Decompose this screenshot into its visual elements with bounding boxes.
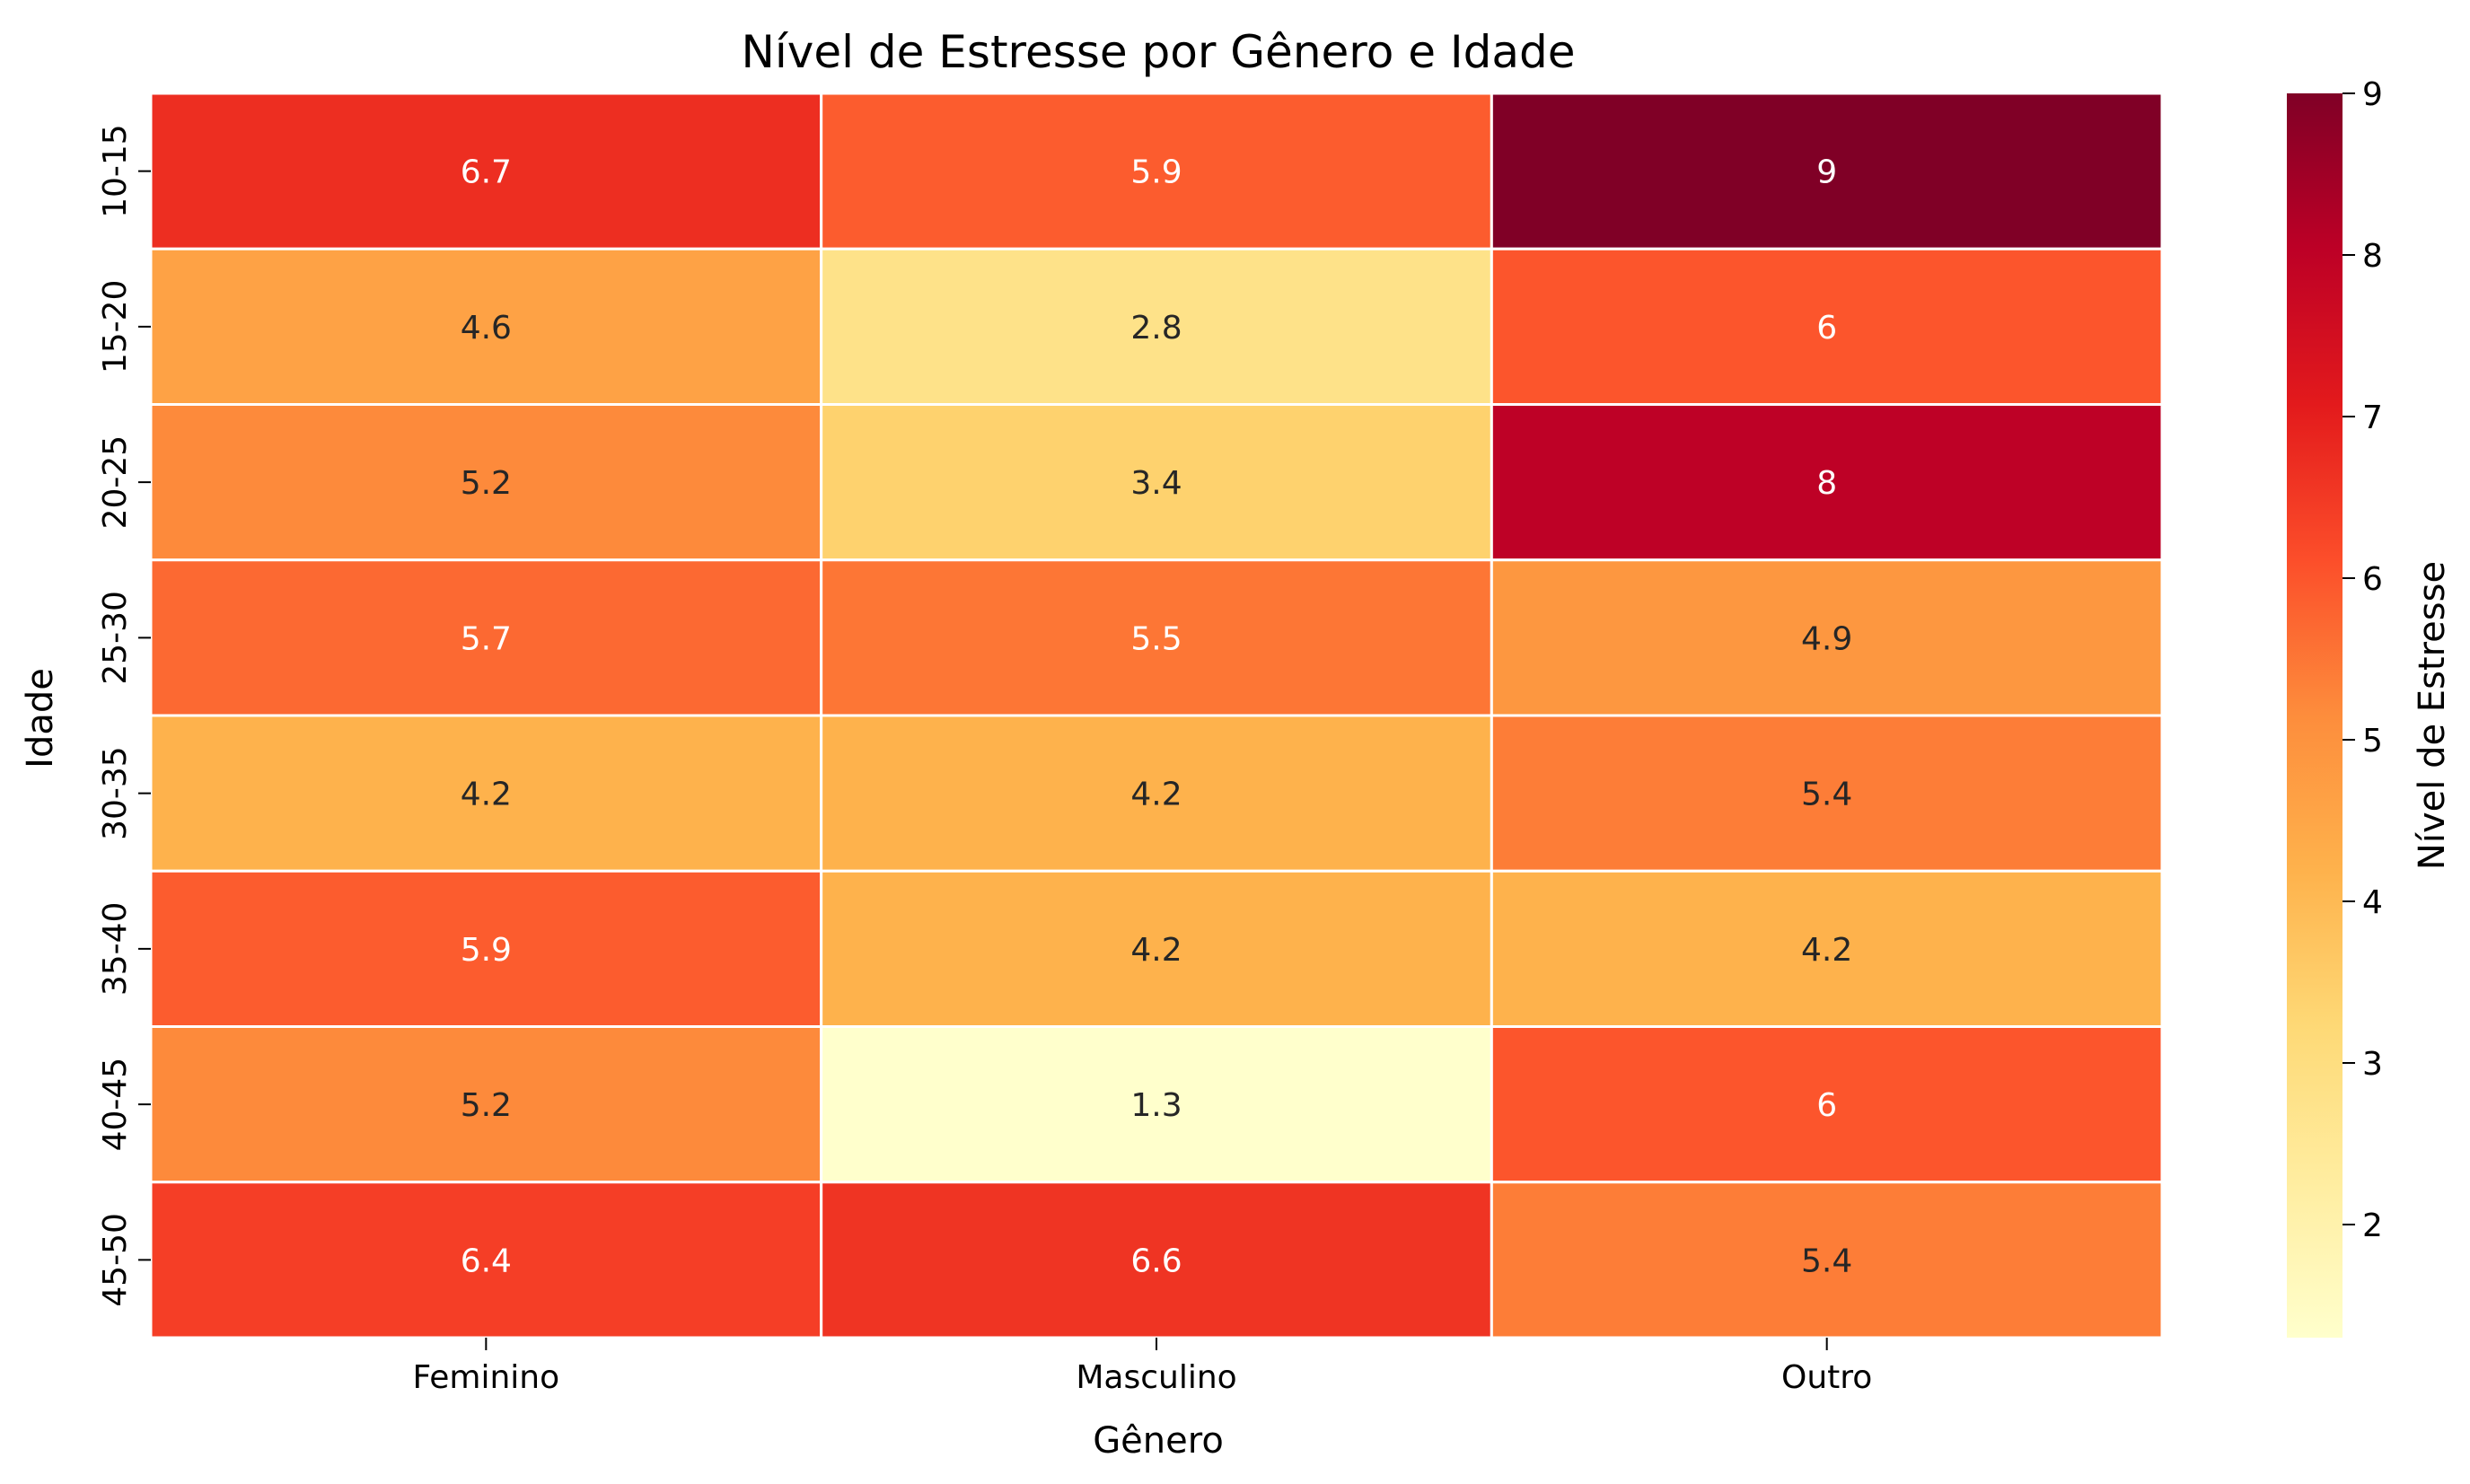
colorbar-tick-label: 6 (2362, 561, 2383, 598)
cell-value-label: 4.2 (461, 777, 512, 813)
cell-value-label: 5.4 (1801, 1243, 1852, 1279)
y-tick-label: 10-15 (97, 124, 134, 218)
heatmap-cell (149, 558, 823, 717)
y-tick-label: 40-45 (97, 1058, 134, 1152)
heatmap-cells: 6.7 5.9 9 4.6 2.8 6 5.2 3.4 8 5.7 5.5 4.9 4.2 4.2 5.4 5… (149, 92, 2164, 1339)
x-axis-ticks: Feminino Masculino Outro (413, 1338, 1872, 1396)
cell-value-label: 5.5 (1130, 620, 1182, 657)
cell-value-label: 5.9 (461, 932, 512, 969)
cell-value-label: 5.7 (461, 620, 512, 657)
cell-value-label: 4.6 (461, 310, 512, 347)
heatmap-cell (820, 92, 1493, 250)
cell-value-label: 6.7 (461, 154, 512, 191)
heatmap-cell (1490, 1025, 2164, 1184)
heatmap-cell (820, 1181, 1493, 1339)
heatmap-cell (820, 869, 1493, 1028)
cell-value-label: 4.2 (1130, 777, 1182, 813)
x-tick-label: Outro (1781, 1359, 1872, 1396)
heatmap-cell (1490, 869, 2164, 1028)
heatmap-cell (820, 1025, 1493, 1184)
chart-title: Nível de Estresse por Gênero e Idade (741, 26, 1575, 78)
heatmap-cell (820, 403, 1493, 562)
colorbar-ticks: 2 3 4 5 6 7 8 9 (2343, 76, 2383, 1244)
y-tick-label: 25-30 (97, 591, 134, 685)
colorbar-tick-label: 9 (2362, 76, 2383, 113)
cell-value-label: 1.3 (1130, 1087, 1182, 1124)
cell-value-label: 5.4 (1801, 777, 1852, 813)
heatmap-cell (1490, 247, 2164, 406)
heatmap-cell (1490, 558, 2164, 717)
cell-value-label: 8 (1816, 465, 1837, 502)
heatmap-cell (1490, 1181, 2164, 1339)
heatmap-cell (1490, 714, 2164, 873)
y-tick-label: 45-50 (97, 1213, 134, 1307)
heatmap-cell (820, 247, 1493, 406)
colorbar-tick-label: 7 (2362, 400, 2383, 436)
cell-value-label: 5.9 (1130, 154, 1182, 191)
cell-value-label: 4.2 (1801, 932, 1852, 969)
cell-value-label: 5.2 (461, 1087, 512, 1124)
cell-value-label: 5.2 (461, 465, 512, 502)
cell-value-label: 6 (1816, 310, 1837, 347)
colorbar-tick-label: 5 (2362, 723, 2383, 760)
colorbar (2287, 93, 2343, 1338)
heatmap-cell (149, 714, 823, 873)
cell-value-label: 9 (1816, 154, 1837, 191)
cell-value-label: 6.4 (461, 1243, 512, 1279)
y-axis-label: Idade (20, 668, 61, 768)
heatmap-cell (149, 92, 823, 250)
x-tick-label: Masculino (1076, 1359, 1236, 1396)
colorbar-tick-label: 2 (2362, 1207, 2383, 1244)
x-tick-label: Feminino (413, 1359, 560, 1396)
cell-value-label: 4.2 (1130, 932, 1182, 969)
cell-value-label: 2.8 (1130, 310, 1182, 347)
colorbar-label: Nível de Estresse (2412, 561, 2453, 870)
heatmap-cell (149, 1181, 823, 1339)
cell-value-label: 6.6 (1130, 1243, 1182, 1279)
colorbar-tick-label: 3 (2362, 1046, 2383, 1083)
y-axis-ticks: 10-15 15-20 20-25 25-30 30-35 35-40 40-45 45-50 (97, 124, 151, 1307)
cell-value-label: 6 (1816, 1087, 1837, 1124)
heatmap-cell (149, 1025, 823, 1184)
y-tick-label: 20-25 (97, 435, 134, 530)
colorbar-tick-label: 8 (2362, 238, 2383, 275)
y-tick-label: 30-35 (97, 746, 134, 840)
y-tick-label: 15-20 (97, 280, 134, 374)
colorbar-tick-label: 4 (2362, 884, 2383, 921)
y-tick-label: 35-40 (97, 902, 134, 997)
x-axis-label: Gênero (1093, 1420, 1224, 1462)
cell-value-label: 4.9 (1801, 620, 1852, 657)
heatmap-cell (1490, 92, 2164, 250)
cell-value-label: 3.4 (1130, 465, 1182, 502)
heatmap-cell (149, 247, 823, 406)
heatmap-cell (820, 714, 1493, 873)
